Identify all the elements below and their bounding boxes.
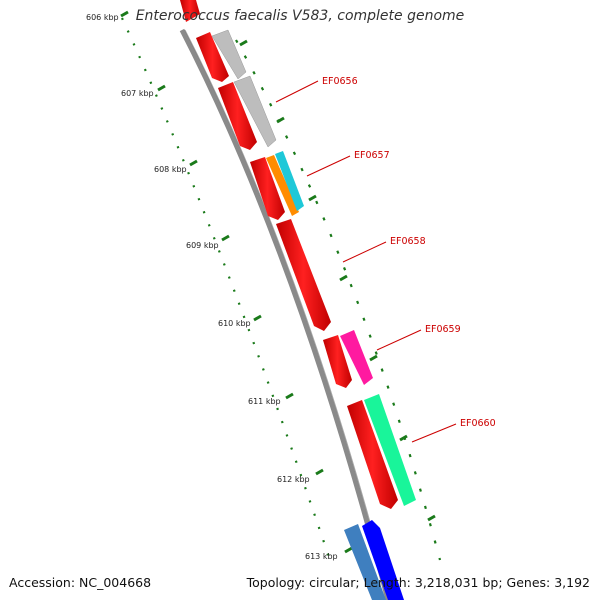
kbp-label-612: 612 kbp [277, 475, 310, 484]
gene-label-ef0658[interactable]: EF0658 [390, 236, 426, 247]
kbp-label-611: 611 kbp [248, 397, 281, 406]
orange-feature[interactable] [266, 155, 299, 216]
mint-feature[interactable] [364, 394, 416, 506]
cds-feature[interactable] [196, 32, 229, 82]
cds-feature[interactable] [218, 82, 257, 150]
secondary-features [211, 29, 416, 600]
gene-label-ef0656[interactable]: EF0656 [322, 76, 358, 87]
kbp-labels: 606 kbp 607 kbp 608 kbp 609 kbp 610 kbp … [86, 13, 338, 561]
backbone-line [179, 28, 391, 600]
genome-title: Enterococcus faecalis V583, complete gen… [135, 8, 465, 24]
cyan-feature[interactable] [275, 151, 304, 211]
genome-summary-text: Topology: circular; Length: 3,218,031 bp… [246, 575, 590, 590]
kbp-label-608: 608 kbp [154, 165, 187, 174]
gene-label-ef0659[interactable]: EF0659 [425, 324, 461, 335]
gene-label-ef0660[interactable]: EF0660 [460, 418, 496, 429]
gray-feature[interactable] [233, 75, 277, 148]
gene-label-connectors [275, 80, 457, 443]
kbp-ticks [120, 10, 353, 554]
cds-feature[interactable] [276, 219, 331, 331]
kbp-label-606: 606 kbp [86, 13, 119, 22]
gene-labels: EF0656 EF0657 EF0658 EF0659 EF0660 [322, 76, 496, 429]
accession-text: Accession: NC_004668 [9, 575, 152, 590]
kbp-label-609: 609 kbp [186, 241, 219, 250]
kbp-label-613: 613 kbp [305, 552, 338, 561]
kbp-label-607: 607 kbp [121, 89, 154, 98]
magenta-feature[interactable] [340, 330, 373, 385]
gray-feature[interactable] [211, 29, 247, 80]
gene-label-ef0657[interactable]: EF0657 [354, 150, 390, 161]
cds-feature[interactable] [347, 400, 398, 509]
steelblue-feature[interactable] [344, 524, 386, 600]
cds-feature[interactable] [250, 157, 285, 220]
kbp-label-610: 610 kbp [218, 319, 251, 328]
cds-feature[interactable] [180, 0, 200, 22]
cds-feature[interactable] [323, 335, 352, 388]
forward-features [180, 0, 398, 509]
blue-feature[interactable] [362, 520, 404, 600]
outer-major-ticks [239, 39, 436, 522]
backbone-shadow [184, 29, 392, 600]
